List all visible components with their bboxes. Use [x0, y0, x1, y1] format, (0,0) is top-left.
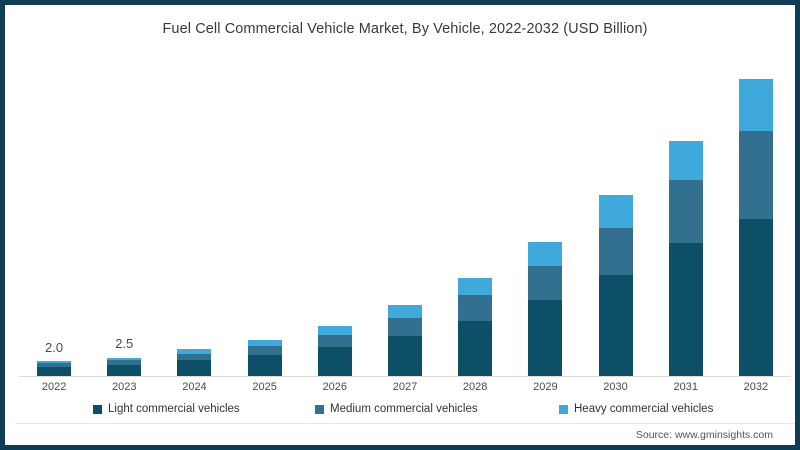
- chart-legend: Light commercial vehicles Medium commerc…: [5, 403, 800, 423]
- bar-group[interactable]: [300, 65, 370, 376]
- legend-swatch-icon: [93, 404, 102, 414]
- bar-segment-medium[interactable]: [177, 353, 212, 361]
- x-axis-tick: 2023: [112, 381, 137, 393]
- bar-segment-light[interactable]: [177, 349, 212, 354]
- stacked-bar[interactable]: [458, 277, 493, 376]
- bar-segment-medium[interactable]: [317, 334, 352, 348]
- bar-segment-light[interactable]: [37, 361, 72, 364]
- bar-segment-light[interactable]: [107, 357, 142, 361]
- stacked-bar[interactable]: [738, 79, 773, 376]
- bar-segment-light[interactable]: [598, 194, 633, 228]
- bar-segment-medium[interactable]: [528, 266, 563, 301]
- bar-segment-dark[interactable]: [668, 243, 703, 376]
- bar-segment-dark[interactable]: [247, 355, 282, 376]
- bar-group[interactable]: [721, 65, 791, 376]
- bar-segment-dark[interactable]: [317, 347, 352, 376]
- bar-value-label: 2.5: [115, 336, 134, 352]
- x-axis-tick: 2024: [182, 381, 207, 393]
- bar-group[interactable]: 2.5: [89, 65, 159, 376]
- bar-group[interactable]: [440, 65, 510, 376]
- x-axis-tick: 2025: [252, 381, 277, 393]
- bar-group[interactable]: [651, 65, 721, 376]
- legend-label: Medium commercial vehicles: [330, 403, 478, 415]
- axis-baseline: [19, 376, 791, 377]
- x-axis-tick: 2031: [673, 381, 698, 393]
- stacked-bar[interactable]: [247, 340, 282, 376]
- x-axis-tick: 2027: [392, 381, 418, 393]
- bar-segment-dark[interactable]: [37, 367, 72, 376]
- legend-item-heavy[interactable]: Heavy commercial vehicles: [559, 403, 713, 415]
- bar-segment-dark[interactable]: [107, 364, 142, 376]
- bar-group[interactable]: [159, 65, 229, 376]
- source-attribution: Source: www.gminsights.com: [635, 429, 773, 441]
- bar-group[interactable]: 2.0: [19, 65, 89, 376]
- bar-segment-medium[interactable]: [738, 130, 773, 219]
- bar-segment-light[interactable]: [247, 340, 282, 347]
- chart-canvas: Fuel Cell Commercial Vehicle Market, By …: [5, 5, 795, 445]
- bar-segment-medium[interactable]: [247, 346, 282, 356]
- bar-segment-light[interactable]: [458, 277, 493, 296]
- bar-segment-dark[interactable]: [598, 274, 633, 376]
- bar-segment-dark[interactable]: [177, 360, 212, 376]
- x-axis: 2022 2023 2024 2025 2026 2027 2028 2029 2030 2031…: [19, 379, 791, 399]
- bar-segment-dark[interactable]: [528, 300, 563, 376]
- stacked-bar[interactable]: [668, 141, 703, 376]
- bar-segment-light[interactable]: [738, 79, 773, 131]
- bar-segment-medium[interactable]: [37, 363, 72, 368]
- legend-label: Heavy commercial vehicles: [574, 403, 714, 415]
- bar-segment-dark[interactable]: [738, 218, 773, 376]
- bar-segment-light[interactable]: [387, 304, 422, 318]
- bar-segment-medium[interactable]: [387, 317, 422, 337]
- x-axis-tick: 2029: [533, 381, 558, 393]
- chart-title: Fuel Cell Commercial Vehicle Market, By …: [162, 21, 648, 37]
- bar-segment-medium[interactable]: [668, 179, 703, 244]
- bar-segment-medium[interactable]: [598, 227, 633, 275]
- stacked-bar[interactable]: [317, 325, 352, 376]
- bar-segment-light[interactable]: [668, 141, 703, 180]
- footer-divider: [15, 423, 795, 424]
- bar-segment-dark[interactable]: [458, 321, 493, 376]
- x-axis-tick: 2028: [462, 381, 488, 393]
- x-axis-tick: 2026: [322, 381, 348, 393]
- stacked-bar[interactable]: [387, 304, 422, 376]
- stacked-bar[interactable]: [598, 194, 633, 376]
- bar-segment-medium[interactable]: [458, 295, 493, 322]
- bar-group[interactable]: [580, 65, 650, 376]
- stacked-bar[interactable]: [528, 241, 563, 376]
- legend-swatch-icon: [315, 404, 324, 414]
- stacked-bar[interactable]: [177, 349, 212, 376]
- legend-label: Light commercial vehicles: [108, 403, 240, 415]
- x-axis-tick: 2030: [603, 381, 628, 393]
- x-axis-tick: 2032: [743, 381, 769, 393]
- bar-group[interactable]: [370, 65, 440, 376]
- plot-area: 2.0 2.5: [19, 65, 791, 376]
- x-axis-tick: 2022: [41, 381, 67, 393]
- stacked-bar[interactable]: [37, 361, 72, 376]
- bar-segment-light[interactable]: [317, 325, 352, 335]
- bar-segment-dark[interactable]: [387, 336, 422, 376]
- legend-item-medium[interactable]: Medium commercial vehicles: [315, 403, 478, 415]
- legend-item-light[interactable]: Light commercial vehicles: [93, 403, 240, 415]
- bar-group[interactable]: [230, 65, 300, 376]
- stacked-bar[interactable]: [107, 357, 142, 376]
- bar-group[interactable]: [510, 65, 580, 376]
- bar-value-label: 2.0: [45, 340, 64, 356]
- bar-segment-medium[interactable]: [107, 360, 142, 365]
- bar-segment-light[interactable]: [528, 241, 563, 267]
- legend-swatch-icon: [559, 404, 568, 414]
